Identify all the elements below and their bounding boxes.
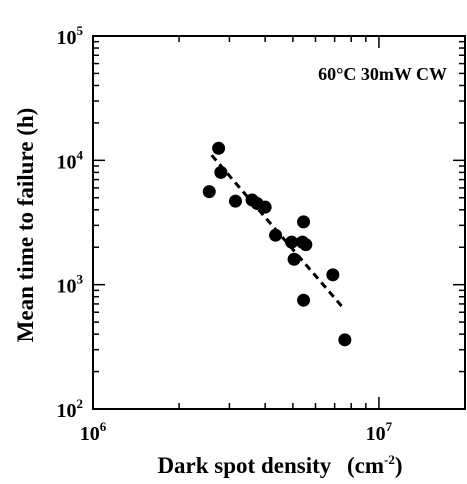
data-point	[228, 194, 242, 208]
data-point	[338, 333, 352, 347]
data-point	[269, 228, 283, 242]
annotation: 60°C 30mW CW	[318, 64, 447, 84]
data-point	[214, 165, 228, 179]
plot-frame	[92, 35, 466, 410]
data-point	[212, 141, 226, 155]
data-point	[297, 215, 311, 229]
data-point	[285, 235, 299, 249]
data-point	[258, 200, 272, 214]
data-point	[299, 238, 313, 252]
ticks-layer	[92, 35, 466, 410]
tick-labels: 106 107 102 103 104 105	[57, 23, 393, 445]
y-axis-label: Mean time to failure (h)	[13, 108, 38, 343]
x-tick-label: 106	[80, 419, 107, 445]
y-tick-label: 103	[57, 272, 84, 298]
data-point	[287, 252, 301, 266]
data-point	[202, 185, 216, 199]
data-point	[326, 268, 340, 282]
y-tick-label: 105	[57, 23, 84, 49]
x-axis-label: Dark spot density (cm-2)	[157, 452, 402, 478]
data-points	[202, 141, 352, 347]
x-tick-label: 107	[366, 419, 393, 445]
y-tick-label: 104	[57, 147, 84, 173]
data-point	[297, 293, 311, 307]
y-tick-label: 102	[57, 396, 84, 422]
